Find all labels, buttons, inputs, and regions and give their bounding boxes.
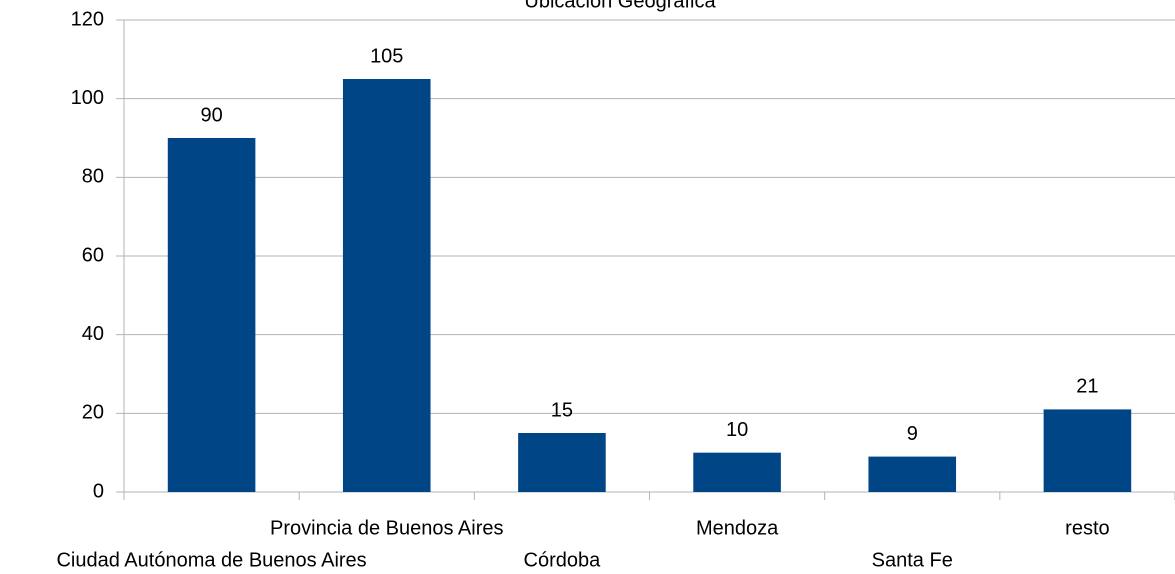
data-label: 15 (551, 399, 573, 421)
chart-title: Ubicación Geográfica (524, 0, 716, 12)
y-tick-label: 80 (82, 166, 104, 188)
bar (342, 79, 431, 492)
y-tick-label: 40 (82, 323, 104, 345)
x-tick-label: resto (1065, 517, 1109, 539)
bar (693, 452, 781, 492)
x-tick-label: Santa Fe (872, 549, 953, 571)
bar (1043, 409, 1132, 492)
y-tick-label: 60 (82, 244, 104, 266)
bar (868, 456, 957, 492)
data-label: 21 (1076, 376, 1098, 398)
y-tick-label: 0 (93, 480, 104, 502)
x-tick-label: Provincia de Buenos Aires (270, 517, 503, 539)
x-tick-label: Córdoba (524, 549, 602, 571)
bar (167, 138, 256, 492)
x-tick-label: Ciudad Autónoma de Buenos Aires (56, 549, 366, 571)
data-label: 105 (370, 45, 403, 67)
bar (518, 433, 606, 492)
data-label: 10 (726, 419, 748, 441)
x-tick-label: Mendoza (696, 517, 779, 539)
y-tick-label: 20 (82, 402, 104, 424)
y-tick-label: 100 (71, 87, 104, 109)
data-label: 9 (907, 423, 918, 445)
data-label: 90 (200, 104, 222, 126)
y-tick-label: 120 (71, 8, 104, 30)
